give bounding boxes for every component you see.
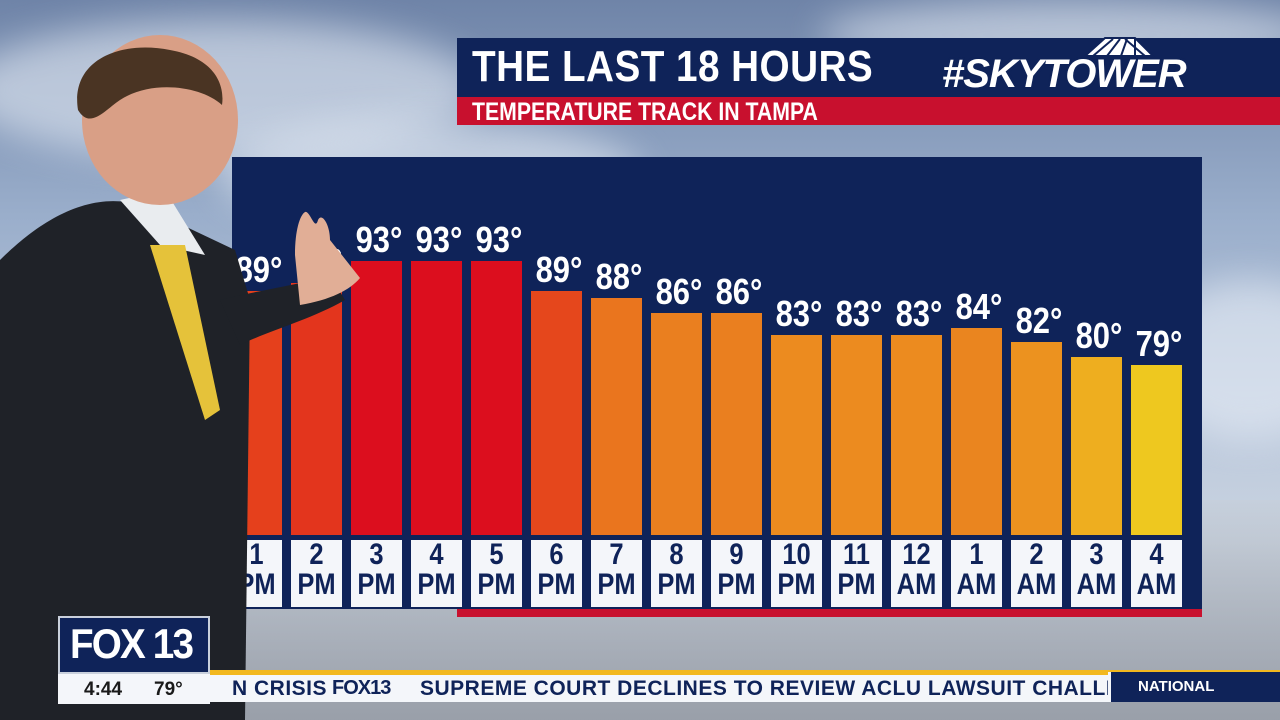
hour-period: AM <box>1016 568 1057 601</box>
bar-value-label: 82° <box>1015 300 1063 342</box>
hour-number: 3 <box>1089 538 1104 571</box>
hour-label: 9 PM <box>711 540 762 607</box>
hour-period: AM <box>896 568 937 601</box>
bar-15 <box>1071 357 1122 535</box>
hour-period: PM <box>837 568 876 601</box>
bar-10 <box>771 335 822 535</box>
bar-value-label: 83° <box>895 293 943 334</box>
hour-number: 6 <box>549 538 564 571</box>
hour-number: 10 <box>782 538 811 571</box>
bar-value-label: 93° <box>355 219 403 260</box>
bar-value-label: 86° <box>655 270 703 312</box>
hour-label: 2 AM <box>1011 540 1062 607</box>
hour-period: PM <box>537 568 576 601</box>
bar-13 <box>951 327 1002 535</box>
bar-value-label: 93° <box>475 219 523 260</box>
ticker-headline-tail: N CRISIS <box>232 677 328 700</box>
bar-value-label: 83° <box>775 293 823 334</box>
hour-period: AM <box>956 568 997 601</box>
hour-label: 1 AM <box>951 540 1002 607</box>
hour-number: 12 <box>902 538 931 571</box>
bar-3 <box>351 261 402 535</box>
time-temp-box <box>58 674 210 704</box>
bar-value-label: 84° <box>955 285 1003 327</box>
station-logo-box <box>58 616 210 674</box>
hour-label: 4 AM <box>1131 540 1182 607</box>
hour-label: 12 AM <box>891 540 942 607</box>
current-time: 4:44 <box>84 679 123 700</box>
bar-6 <box>531 290 582 535</box>
presenter-figure <box>0 35 360 720</box>
page-title: THE LAST 18 HOURS <box>472 42 874 91</box>
hour-label: 7 PM <box>591 540 642 607</box>
hour-period: PM <box>357 568 396 601</box>
hour-label: 5 PM <box>471 540 522 607</box>
ticker-logo: FOX13 <box>332 677 391 699</box>
hour-number: 7 <box>609 538 624 571</box>
hour-number: 5 <box>489 538 504 571</box>
bar-value-label: 86° <box>715 270 763 312</box>
hour-period: PM <box>417 568 456 601</box>
bar-12 <box>891 335 942 535</box>
hour-period: PM <box>297 568 336 601</box>
bar-9 <box>711 312 762 535</box>
hour-label: 3 AM <box>1071 540 1122 607</box>
hour-period: PM <box>477 568 516 601</box>
hour-period: PM <box>597 568 636 601</box>
bar-7 <box>591 298 642 535</box>
bar-value-label: 88° <box>595 256 643 297</box>
bar-value-label: 89° <box>535 248 583 290</box>
bar-value-label: 80° <box>1075 315 1123 357</box>
skytower-logo-icon <box>1082 37 1156 57</box>
page-subtitle: TEMPERATURE TRACK IN TAMPA <box>472 98 818 126</box>
hour-number: 3 <box>369 538 384 571</box>
skytower-hashtag: #SKYTOWER <box>942 52 1187 96</box>
hour-period: AM <box>1136 568 1177 601</box>
hour-number: 2 <box>1029 538 1044 571</box>
bar-14 <box>1011 342 1062 535</box>
hour-period: PM <box>777 568 816 601</box>
bar-8 <box>651 312 702 535</box>
hour-label: 6 PM <box>531 540 582 607</box>
hour-number: 2 <box>309 538 324 571</box>
hour-label: 8 PM <box>651 540 702 607</box>
hour-period: PM <box>717 568 756 601</box>
bar-2 <box>291 283 342 535</box>
hour-period: PM <box>657 568 696 601</box>
chart-panel-accent <box>457 609 1202 617</box>
hour-number: 8 <box>669 538 684 571</box>
subtitle-banner <box>457 97 1280 125</box>
hour-label: 4 PM <box>411 540 462 607</box>
station-logo: FOX 13 <box>70 620 194 667</box>
bar-5 <box>471 261 522 535</box>
ticker-accent <box>210 670 1280 675</box>
hour-number: 9 <box>729 538 744 571</box>
news-ticker: N CRISIS FOX13 SUPREME COURT DECLINES TO… <box>210 675 1108 702</box>
hour-label: 11 PM <box>831 540 882 607</box>
ticker-section-box: NATIONAL <box>1108 672 1280 702</box>
bar-11 <box>831 335 882 535</box>
hour-number: 1 <box>249 538 264 571</box>
hour-number: 1 <box>969 538 984 571</box>
hour-number: 11 <box>843 538 870 571</box>
bar-value-label: 93° <box>415 219 463 260</box>
bar-4 <box>411 261 462 535</box>
ticker-section: NATIONAL <box>1138 678 1215 695</box>
current-temp: 79° <box>154 679 183 700</box>
ticker-headline: SUPREME COURT DECLINES TO REVIEW ACLU LA… <box>420 677 1108 700</box>
bar-value-label: 79° <box>1135 322 1183 364</box>
hour-number: 4 <box>429 538 444 571</box>
hour-label: 3 PM <box>351 540 402 607</box>
hour-number: 4 <box>1149 538 1164 571</box>
bar-value-label: 83° <box>835 293 883 334</box>
hour-period: AM <box>1076 568 1117 601</box>
hour-label: 2 PM <box>291 540 342 607</box>
hour-label: 10 PM <box>771 540 822 607</box>
bar-16 <box>1131 364 1182 535</box>
